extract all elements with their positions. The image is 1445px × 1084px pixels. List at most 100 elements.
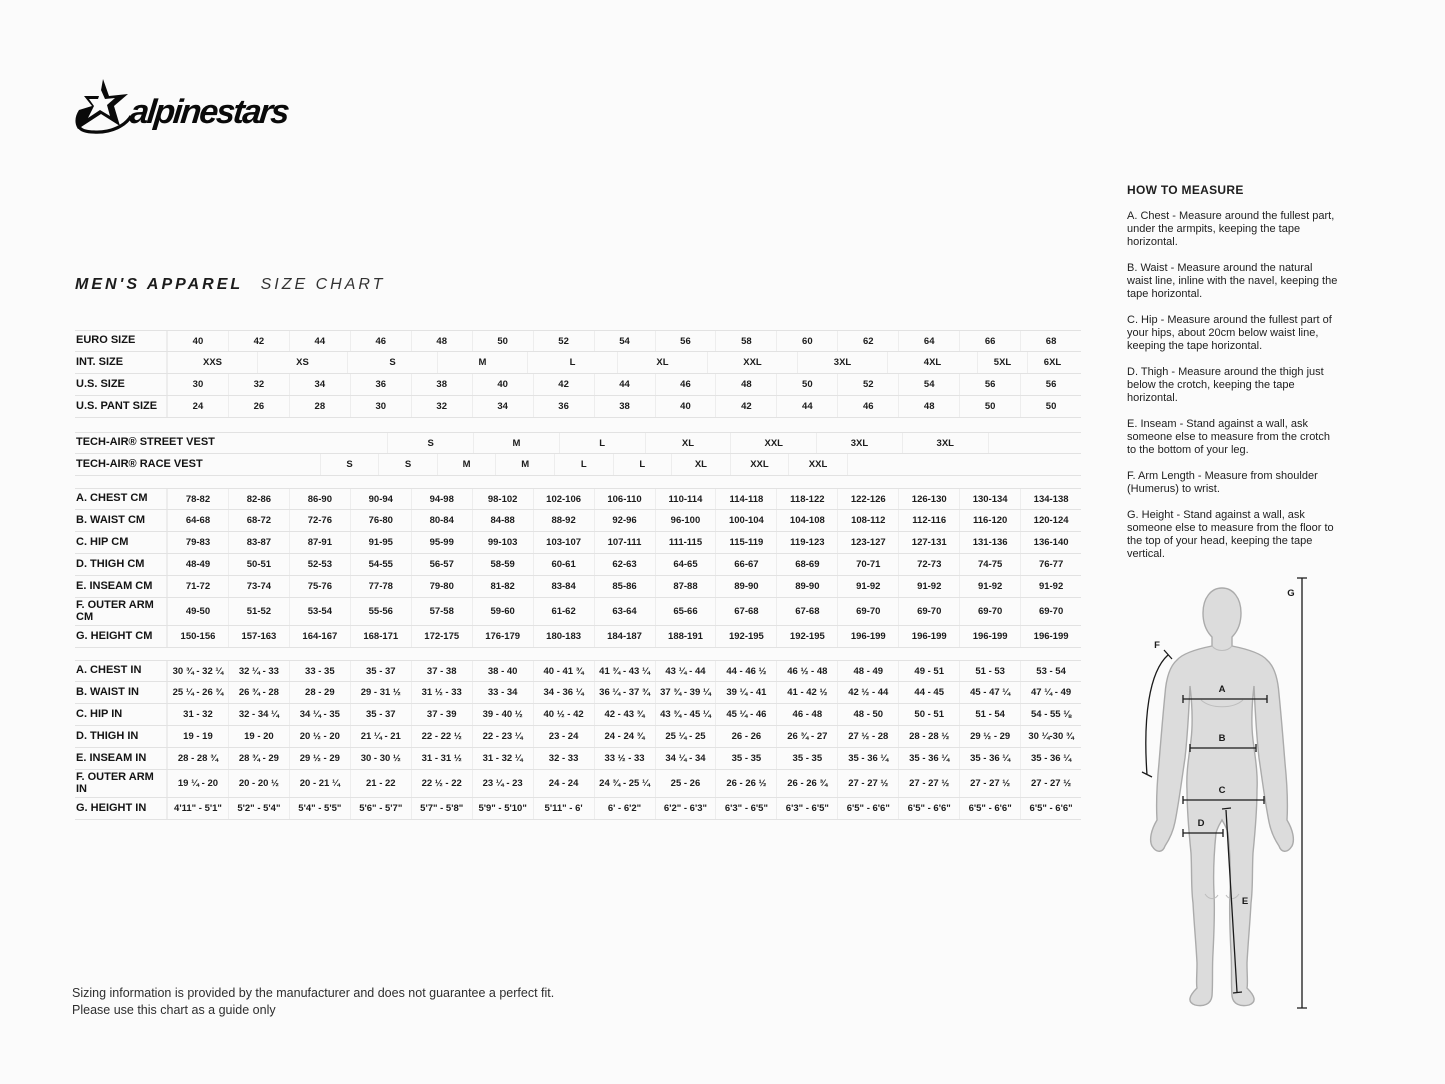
table-row: B. WAIST IN 25 ¼ - 26 ¾ 26 ¾ - 28 28 - 29 29… xyxy=(75,682,1081,704)
size-cell: 37 ¾ - 39 ¼ xyxy=(654,682,716,703)
empty-cell xyxy=(203,454,320,475)
size-cell: 20 - 21 ¼ xyxy=(288,770,350,797)
row-label: E. INSEAM IN xyxy=(75,748,167,769)
size-cell: 46 xyxy=(349,331,411,351)
size-cell: 40 ½ - 42 xyxy=(532,704,594,725)
size-cell: 82-86 xyxy=(227,489,289,509)
size-cell: 32 xyxy=(227,374,289,395)
size-cell: 20 - 20 ½ xyxy=(227,770,289,797)
size-cell: 64 xyxy=(898,331,959,351)
size-cell: 114-118 xyxy=(715,489,776,509)
size-cell: 56 xyxy=(1020,374,1081,395)
size-cell: 91-92 xyxy=(1020,576,1081,597)
size-cell: 26 ¾ - 28 xyxy=(227,682,289,703)
size-cell: 34 ¼ - 35 xyxy=(288,704,350,725)
size-cell: 30 ¼-30 ¾ xyxy=(1020,726,1081,747)
table-row: D. THIGH CM 48-49 50-51 52-53 54-55 56-57 58-5… xyxy=(75,554,1081,576)
size-cell: 26 - 26 xyxy=(715,726,776,747)
size-cell: 28 - 28 ½ xyxy=(898,726,959,747)
size-cell: 196-199 xyxy=(959,626,1020,647)
size-cell: 77-78 xyxy=(349,576,411,597)
size-cell: 41 - 42 ½ xyxy=(776,682,837,703)
size-cell: 92-96 xyxy=(593,510,655,531)
size-cell: 35 - 37 xyxy=(349,661,411,681)
table-section-gap xyxy=(75,648,1081,660)
size-cell: 24 ¾ - 25 ¼ xyxy=(593,770,655,797)
how-to-measure-panel: HOW TO MEASURE A. Chest - Measure around… xyxy=(1127,183,1339,574)
waist-measure-line xyxy=(1189,744,1257,752)
size-cell: 51 - 54 xyxy=(959,704,1020,725)
size-cell: 6'3" - 6'5" xyxy=(776,798,837,819)
size-cell: 31 - 32 ¼ xyxy=(471,748,533,769)
size-cell: 157-163 xyxy=(227,626,289,647)
size-cell: 69-70 xyxy=(1020,598,1081,625)
inseam-measure-line xyxy=(1221,807,1243,994)
chest-measure-line xyxy=(1182,695,1268,703)
size-cell: 66-67 xyxy=(715,554,776,575)
size-cell: 21 ¼ - 21 xyxy=(349,726,411,747)
size-cell: 45 - 47 ¼ xyxy=(959,682,1020,703)
size-cell: 89-90 xyxy=(776,576,837,597)
size-cell: 65-66 xyxy=(654,598,716,625)
size-cell: 35 - 36 ¼ xyxy=(959,748,1020,769)
size-cell: XL xyxy=(671,454,730,475)
table-row: G. HEIGHT CM 150-156 157-163 164-167 168-171… xyxy=(75,626,1081,648)
size-cell: 19 - 19 xyxy=(167,726,228,747)
size-cell: 37 - 38 xyxy=(410,661,472,681)
size-cell: 85-86 xyxy=(593,576,655,597)
how-to-measure-item: B. Waist - Measure around the natural wa… xyxy=(1127,262,1338,300)
size-cell: 38 xyxy=(593,396,655,417)
size-cell: 196-199 xyxy=(837,626,898,647)
size-cell: 5'2" - 5'4" xyxy=(227,798,289,819)
table-row: EURO SIZE 40 42 44 46 48 50 52 54 56 58 60 62 64 66 68 xyxy=(75,330,1081,352)
size-cell: 6'5" - 6'6" xyxy=(1020,798,1081,819)
size-cell: 116-120 xyxy=(959,510,1020,531)
size-cell: 134-138 xyxy=(1020,489,1081,509)
size-cell: 35 - 35 xyxy=(776,748,837,769)
size-cell: 83-87 xyxy=(227,532,289,553)
size-cell: 73-74 xyxy=(227,576,289,597)
size-cell: 45 ¼ - 46 xyxy=(715,704,776,725)
size-cell: 60 xyxy=(776,331,837,351)
size-cell: 99-103 xyxy=(471,532,533,553)
size-cell: 38 - 40 xyxy=(471,661,533,681)
size-cell: 27 - 27 ½ xyxy=(959,770,1020,797)
size-cell: 122-126 xyxy=(837,489,898,509)
size-cell: 76-80 xyxy=(349,510,411,531)
size-cell: 69-70 xyxy=(898,598,959,625)
size-cell: 192-195 xyxy=(776,626,837,647)
size-cell: XXL xyxy=(788,454,847,475)
size-cell: 168-171 xyxy=(349,626,411,647)
size-cell: 127-131 xyxy=(898,532,959,553)
size-cell: 44 xyxy=(776,396,837,417)
size-cell: 42 xyxy=(227,331,289,351)
size-cell: 44 xyxy=(288,331,350,351)
size-cell: 50 xyxy=(1020,396,1081,417)
row-label: U.S. PANT SIZE xyxy=(75,396,167,417)
size-cell: 54 xyxy=(898,374,959,395)
size-cell: 81-82 xyxy=(471,576,533,597)
size-cell: 86-90 xyxy=(288,489,350,509)
size-cell: 38 xyxy=(410,374,472,395)
size-cell: 30 ¾ - 32 ¼ xyxy=(167,661,228,681)
size-cell: 4'11" - 5'1" xyxy=(167,798,228,819)
size-cell: 55-56 xyxy=(349,598,411,625)
table-section-gap xyxy=(75,476,1081,488)
size-cell: 95-99 xyxy=(410,532,472,553)
size-cell: 68 xyxy=(1020,331,1081,351)
size-cell: 68-69 xyxy=(776,554,837,575)
body-detail-lines xyxy=(1200,645,1244,900)
size-cell: 34 xyxy=(288,374,350,395)
row-label: A. CHEST CM xyxy=(75,489,167,509)
size-cell: 48 xyxy=(715,374,776,395)
empty-cell xyxy=(846,454,1081,475)
size-cell: 74-75 xyxy=(959,554,1020,575)
size-cell: 79-83 xyxy=(167,532,228,553)
size-cell: S xyxy=(387,433,473,453)
size-cell: 37 - 39 xyxy=(410,704,472,725)
size-cell: 52-53 xyxy=(288,554,350,575)
size-cell: 87-88 xyxy=(654,576,716,597)
size-cell: 29 ½ - 29 xyxy=(288,748,350,769)
how-to-measure-item: E. Inseam - Stand against a wall, ask so… xyxy=(1127,418,1330,456)
